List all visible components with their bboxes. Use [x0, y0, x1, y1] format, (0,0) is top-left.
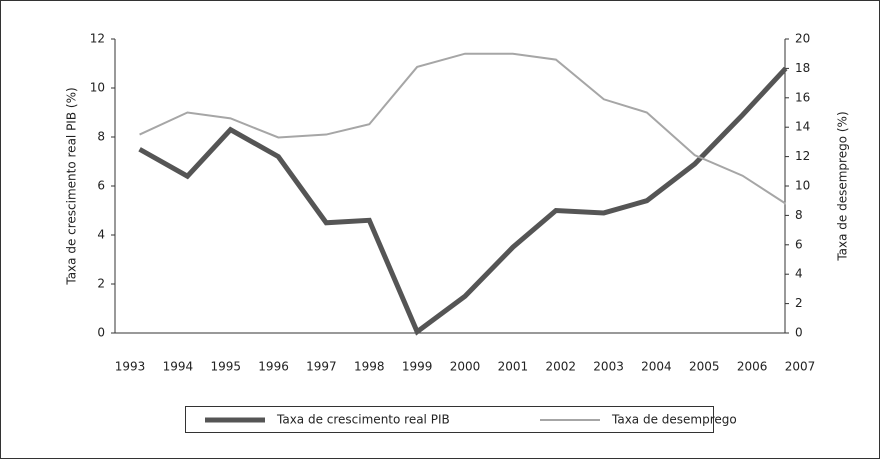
x-tick-label: 2004: [641, 360, 672, 374]
x-tick-label: 2006: [737, 360, 768, 374]
x-tick-label: 1998: [354, 360, 385, 374]
y-tick-label: 8: [97, 130, 105, 144]
y2-tick-label: 14: [795, 120, 810, 134]
y-tick-label: 6: [97, 179, 105, 193]
y-tick-label: 10: [90, 81, 105, 95]
x-tick-label: 1999: [402, 360, 433, 374]
y-tick-label: 0: [97, 326, 105, 340]
x-tick-label: 1997: [306, 360, 337, 374]
x-tick-label: 1993: [115, 360, 146, 374]
y2-tick-label: 0: [795, 326, 803, 340]
y2-tick-label: 16: [795, 90, 810, 104]
x-tick-label: 2003: [593, 360, 624, 374]
y-tick-label: 2: [97, 277, 105, 291]
y2-tick-label: 8: [795, 208, 803, 222]
y2-tick-label: 10: [795, 179, 810, 193]
y2-axis-label: Taxa de desemprego (%): [836, 111, 850, 261]
legend-label: Taxa de crescimento real PIB: [276, 413, 450, 427]
x-tick-label: 1996: [258, 360, 289, 374]
x-tick-label: 2005: [689, 360, 720, 374]
x-tick-label: 2000: [450, 360, 481, 374]
y2-tick-label: 12: [795, 149, 810, 163]
legend-label: Taxa de desemprego: [611, 413, 737, 427]
y2-tick-label: 6: [795, 237, 803, 251]
y-tick-label: 4: [97, 228, 105, 242]
x-tick-label: 2002: [545, 360, 576, 374]
y2-tick-label: 2: [795, 296, 803, 310]
x-tick-label: 2001: [498, 360, 529, 374]
x-tick-label: 2007: [785, 360, 816, 374]
legend-box: [185, 406, 714, 433]
y2-tick-label: 4: [795, 267, 803, 281]
series-line: [139, 52, 787, 205]
x-tick-label: 1995: [210, 360, 241, 374]
y2-tick-label: 20: [795, 32, 810, 46]
y-tick-label: 12: [90, 32, 105, 46]
x-tick-label: 1994: [163, 360, 194, 374]
y-axis-label: Taxa de crescimento real PIB (%): [65, 87, 79, 285]
series-line: [138, 66, 788, 336]
y2-tick-label: 18: [795, 61, 810, 75]
